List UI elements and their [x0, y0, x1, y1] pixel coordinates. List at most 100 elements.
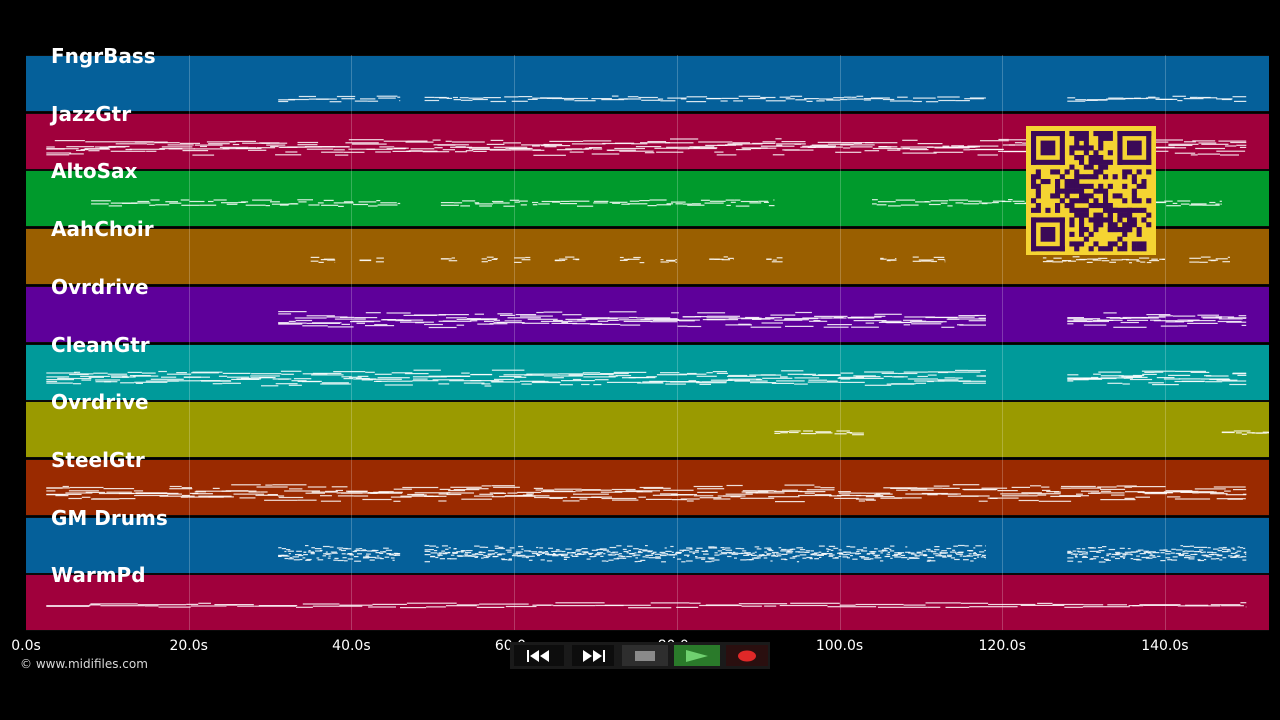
note	[321, 205, 339, 207]
track-row[interactable]	[26, 285, 1269, 343]
track-row[interactable]	[26, 401, 1269, 459]
note	[146, 143, 155, 145]
note	[515, 552, 521, 554]
note	[603, 552, 606, 554]
note	[448, 489, 466, 492]
note	[181, 205, 200, 207]
note	[796, 560, 800, 562]
note	[773, 199, 775, 201]
note	[1076, 493, 1083, 495]
note	[501, 558, 508, 560]
note	[593, 201, 609, 203]
note	[593, 148, 603, 150]
note	[740, 497, 775, 499]
note	[1100, 556, 1104, 558]
note	[1232, 548, 1236, 550]
note	[467, 146, 490, 148]
note	[183, 376, 210, 378]
note	[485, 555, 491, 557]
note	[154, 141, 180, 143]
record-icon	[738, 650, 756, 661]
track-row[interactable]	[26, 55, 1269, 112]
note	[585, 147, 593, 149]
note	[518, 545, 524, 547]
note	[329, 101, 342, 103]
track-row[interactable]	[26, 574, 1269, 632]
note	[275, 153, 302, 156]
qr-code[interactable]	[1026, 126, 1156, 255]
note	[1235, 551, 1238, 553]
note	[855, 604, 904, 606]
track-row[interactable]	[26, 458, 1269, 516]
stop-button[interactable]	[622, 645, 668, 666]
note	[545, 553, 550, 555]
note	[577, 552, 582, 554]
note	[1262, 431, 1269, 433]
note	[548, 547, 553, 549]
note	[1088, 492, 1101, 494]
note	[732, 552, 739, 554]
track-row[interactable]	[26, 343, 1269, 401]
note	[727, 375, 757, 377]
note	[339, 604, 373, 607]
note	[119, 497, 136, 500]
note	[754, 545, 760, 548]
note	[930, 259, 934, 261]
note	[909, 148, 929, 150]
note	[76, 149, 85, 151]
record-button[interactable]	[726, 645, 768, 666]
note	[332, 552, 338, 554]
note	[1081, 547, 1086, 549]
note	[666, 259, 676, 262]
note	[462, 200, 476, 202]
note	[819, 556, 822, 558]
note	[1237, 556, 1243, 558]
note	[1216, 150, 1246, 152]
note	[1163, 491, 1190, 493]
note	[494, 547, 501, 549]
note	[532, 204, 538, 206]
note	[1144, 492, 1167, 495]
note	[266, 144, 286, 146]
play-button[interactable]	[674, 645, 720, 666]
note	[634, 560, 638, 562]
note	[896, 553, 901, 555]
note	[1204, 558, 1207, 560]
note	[821, 553, 827, 555]
note	[903, 319, 923, 321]
note	[760, 554, 767, 556]
rewind-button[interactable]	[514, 645, 564, 666]
note	[375, 551, 380, 553]
note	[310, 260, 319, 262]
note	[407, 493, 425, 495]
note	[176, 371, 187, 373]
note	[699, 496, 722, 499]
note	[752, 142, 776, 144]
note	[642, 380, 663, 382]
note	[1239, 146, 1247, 148]
note	[1136, 555, 1140, 557]
note	[714, 558, 720, 561]
note	[489, 322, 508, 325]
note	[536, 552, 539, 554]
note	[393, 488, 412, 490]
note	[1150, 319, 1161, 321]
note	[377, 204, 398, 206]
note	[1256, 432, 1267, 434]
note	[69, 486, 104, 488]
note	[967, 145, 999, 147]
note	[774, 432, 781, 435]
note	[955, 100, 970, 102]
note	[386, 552, 391, 554]
note	[310, 552, 315, 554]
fast-forward-button[interactable]	[572, 645, 614, 666]
note	[908, 551, 915, 554]
note	[1234, 100, 1247, 102]
note	[1189, 204, 1203, 207]
note	[1123, 377, 1133, 379]
track-row[interactable]	[26, 516, 1269, 574]
note	[1240, 546, 1243, 548]
note	[46, 146, 55, 148]
note	[650, 320, 678, 323]
note	[1122, 553, 1127, 556]
